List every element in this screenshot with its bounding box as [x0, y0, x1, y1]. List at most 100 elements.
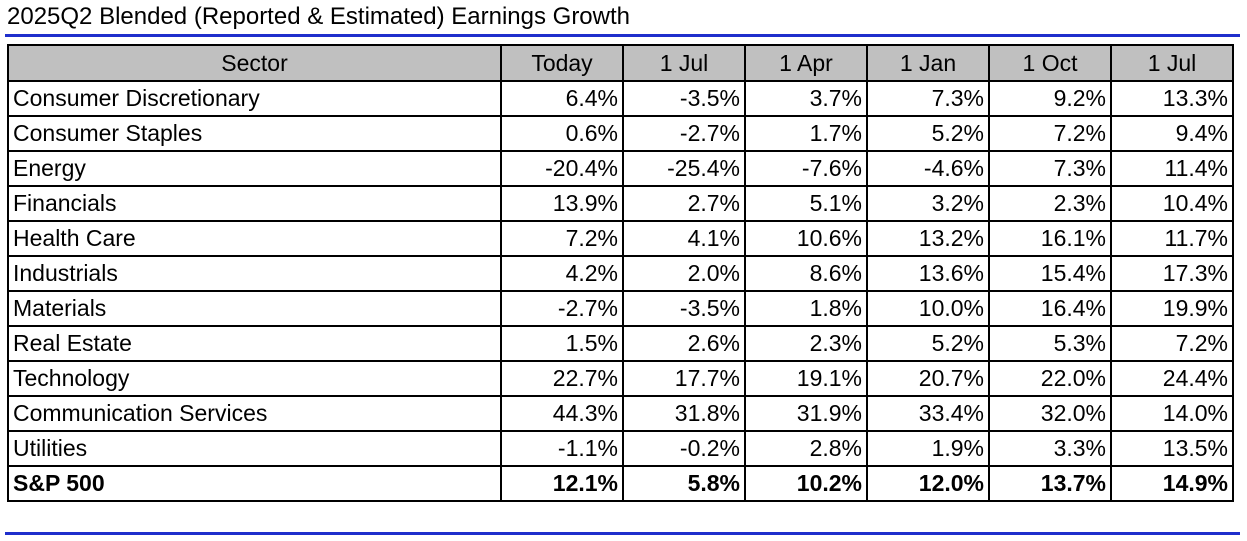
growth-value-cell: 10.0%: [866, 290, 990, 327]
growth-value-cell: 10.4%: [1110, 185, 1234, 222]
growth-value-cell: 12.1%: [500, 465, 624, 502]
growth-value-cell: 1.8%: [744, 290, 868, 327]
growth-value-cell: 8.6%: [744, 255, 868, 292]
growth-value-cell: 15.4%: [988, 255, 1112, 292]
growth-value-cell: 13.5%: [1110, 430, 1234, 467]
sector-name-cell: Consumer Staples: [7, 115, 502, 152]
table-row: Communication Services 44.3% 31.8% 31.9% 33.…: [7, 395, 1234, 432]
growth-value-cell: 22.7%: [500, 360, 624, 397]
sector-name-cell: Technology: [7, 360, 502, 397]
growth-value-cell: -1.1%: [500, 430, 624, 467]
sector-name-cell: Energy: [7, 150, 502, 187]
growth-value-cell: 3.7%: [744, 80, 868, 117]
table-title: 2025Q2 Blended (Reported & Estimated) Ea…: [7, 3, 631, 30]
growth-value-cell: -2.7%: [622, 115, 746, 152]
growth-value-cell: 32.0%: [988, 395, 1112, 432]
column-header-sector: Sector: [7, 44, 502, 82]
growth-value-cell: 44.3%: [500, 395, 624, 432]
growth-value-cell: 19.1%: [744, 360, 868, 397]
growth-value-cell: 2.3%: [744, 325, 868, 362]
total-row: S&P 500 12.1% 5.8% 10.2% 12.0% 13.7% 14.9%: [7, 465, 1234, 502]
growth-value-cell: 5.1%: [744, 185, 868, 222]
growth-value-cell: 1.5%: [500, 325, 624, 362]
header-row: Sector Today 1 Jul 1 Apr 1 Jan 1 Oct 1 J…: [7, 44, 1234, 82]
growth-value-cell: 17.3%: [1110, 255, 1234, 292]
sector-name-cell: Real Estate: [7, 325, 502, 362]
growth-value-cell: 5.8%: [622, 465, 746, 502]
growth-value-cell: 2.8%: [744, 430, 868, 467]
growth-value-cell: 11.4%: [1110, 150, 1234, 187]
growth-value-cell: 1.9%: [866, 430, 990, 467]
sector-name-cell: Communication Services: [7, 395, 502, 432]
growth-value-cell: 7.2%: [500, 220, 624, 257]
growth-value-cell: -25.4%: [622, 150, 746, 187]
growth-value-cell: 33.4%: [866, 395, 990, 432]
growth-value-cell: 7.3%: [866, 80, 990, 117]
sector-name-cell: Consumer Discretionary: [7, 80, 502, 117]
column-header-1-jul: 1 Jul: [622, 44, 746, 82]
table-row: Real Estate 1.5% 2.6% 2.3% 5.2% 5.3% 7.2%: [7, 325, 1234, 362]
table-row: Industrials 4.2% 2.0% 8.6% 13.6% 15.4% 17.3%: [7, 255, 1234, 292]
growth-value-cell: 5.2%: [866, 115, 990, 152]
table-row: Energy -20.4% -25.4% -7.6% -4.6% 7.3% 11.4%: [7, 150, 1234, 187]
growth-value-cell: -4.6%: [866, 150, 990, 187]
growth-value-cell: -20.4%: [500, 150, 624, 187]
growth-value-cell: 31.8%: [622, 395, 746, 432]
sector-name-cell: Materials: [7, 290, 502, 327]
column-header-1-jan: 1 Jan: [866, 44, 990, 82]
growth-value-cell: 9.2%: [988, 80, 1112, 117]
growth-value-cell: 3.3%: [988, 430, 1112, 467]
growth-value-cell: 13.6%: [866, 255, 990, 292]
title-underline-rule: [5, 34, 1240, 37]
table-row: Consumer Staples 0.6% -2.7% 1.7% 5.2% 7.2% 9.4…: [7, 115, 1234, 152]
growth-value-cell: 4.2%: [500, 255, 624, 292]
growth-value-cell: 22.0%: [988, 360, 1112, 397]
growth-value-cell: 11.7%: [1110, 220, 1234, 257]
growth-value-cell: 5.2%: [866, 325, 990, 362]
growth-value-cell: 9.4%: [1110, 115, 1234, 152]
growth-value-cell: 14.0%: [1110, 395, 1234, 432]
sector-name-cell: Utilities: [7, 430, 502, 467]
sector-name-cell: Industrials: [7, 255, 502, 292]
growth-value-cell: 2.7%: [622, 185, 746, 222]
table-row: Consumer Discretionary 6.4% -3.5% 3.7% 7.3% 9…: [7, 80, 1234, 117]
growth-value-cell: -0.2%: [622, 430, 746, 467]
table-bottom-rule: [5, 532, 1240, 535]
table-row: Utilities -1.1% -0.2% 2.8% 1.9% 3.3% 13.5%: [7, 430, 1234, 467]
growth-value-cell: 16.1%: [988, 220, 1112, 257]
growth-value-cell: 2.0%: [622, 255, 746, 292]
table-row: Financials 13.9% 2.7% 5.1% 3.2% 2.3% 10.4%: [7, 185, 1234, 222]
column-header-1-apr: 1 Apr: [744, 44, 868, 82]
table-row: Technology 22.7% 17.7% 19.1% 20.7% 22.0% 24.4%: [7, 360, 1234, 397]
growth-value-cell: 14.9%: [1110, 465, 1234, 502]
growth-value-cell: 20.7%: [866, 360, 990, 397]
growth-value-cell: -3.5%: [622, 290, 746, 327]
growth-value-cell: 5.3%: [988, 325, 1112, 362]
growth-value-cell: 7.3%: [988, 150, 1112, 187]
growth-value-cell: 13.9%: [500, 185, 624, 222]
growth-value-cell: 19.9%: [1110, 290, 1234, 327]
growth-value-cell: 10.6%: [744, 220, 868, 257]
column-header-1-oct: 1 Oct: [988, 44, 1112, 82]
growth-value-cell: 24.4%: [1110, 360, 1234, 397]
growth-value-cell: 1.7%: [744, 115, 868, 152]
column-header-today: Today: [500, 44, 624, 82]
growth-value-cell: 13.7%: [988, 465, 1112, 502]
growth-value-cell: 12.0%: [866, 465, 990, 502]
table-body: Consumer Discretionary 6.4% -3.5% 3.7% 7.3% 9…: [7, 80, 1234, 502]
growth-value-cell: 0.6%: [500, 115, 624, 152]
growth-value-cell: 3.2%: [866, 185, 990, 222]
growth-value-cell: 13.3%: [1110, 80, 1234, 117]
sector-name-cell: S&P 500: [7, 465, 502, 502]
column-header-1-jul-prior: 1 Jul: [1110, 44, 1234, 82]
sector-name-cell: Health Care: [7, 220, 502, 257]
sector-name-cell: Financials: [7, 185, 502, 222]
growth-value-cell: 7.2%: [1110, 325, 1234, 362]
growth-value-cell: -3.5%: [622, 80, 746, 117]
growth-value-cell: -2.7%: [500, 290, 624, 327]
growth-value-cell: 16.4%: [988, 290, 1112, 327]
growth-value-cell: 2.3%: [988, 185, 1112, 222]
growth-value-cell: 10.2%: [744, 465, 868, 502]
growth-value-cell: 4.1%: [622, 220, 746, 257]
growth-value-cell: 6.4%: [500, 80, 624, 117]
